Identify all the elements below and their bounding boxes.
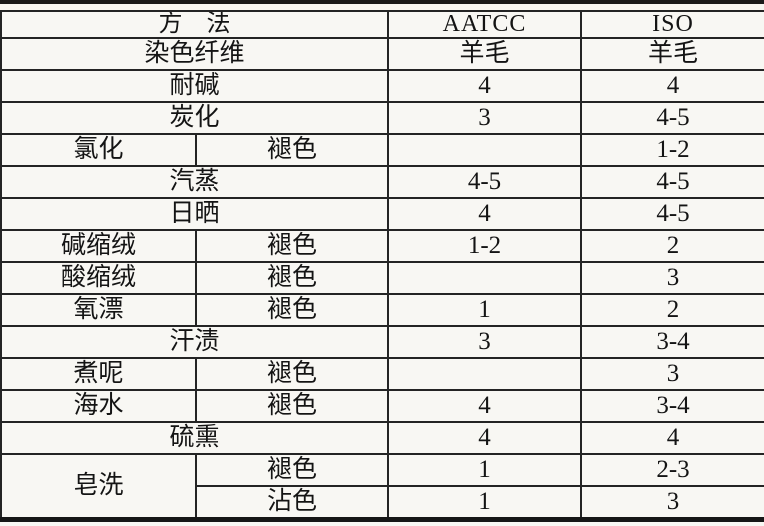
iso-value-cell: 2 [580, 229, 764, 263]
row-oxygen-bleach: 氧漂 褪色 1 2 [0, 292, 764, 327]
iso-value-cell: 3 [580, 484, 764, 521]
aatcc-value-cell: 4-5 [387, 165, 582, 200]
row-sunlight: 日晒 4 4-5 [0, 197, 764, 231]
row-crabbing: 煮呢 褪色 3 [0, 356, 764, 391]
aatcc-value-cell: 3 [387, 324, 582, 359]
method-cell: 日晒 [0, 197, 389, 231]
row-soaping-staining: 沾色 1 3 [1, 484, 764, 521]
row-seawater: 海水 褪色 4 3-4 [0, 388, 764, 423]
row-chlorination: 氯化 褪色 1-2 [0, 133, 764, 168]
method-cell: 碱缩绒 [0, 229, 197, 263]
method-cell: 汗渍 [0, 324, 389, 359]
method-cell: 酸缩绒 [0, 260, 197, 295]
aatcc-value-cell: 4 [387, 420, 582, 455]
iso-value-cell: 4 [580, 420, 764, 455]
iso-value-cell: 羊毛 [580, 37, 764, 72]
aatcc-value-cell [387, 356, 582, 391]
aatcc-value-cell: 4 [387, 197, 582, 231]
row-perspiration: 汗渍 3 3-4 [0, 324, 764, 359]
row-sulfur-fuming: 硫熏 4 4 [0, 420, 764, 455]
method-cell: 染色纤维 [0, 37, 389, 72]
header-method-cell: 方 法 [0, 9, 389, 40]
row-alkali-milling: 碱缩绒 褪色 1-2 2 [0, 229, 764, 263]
aatcc-value-cell: 4 [387, 69, 582, 104]
aatcc-value-cell: 1 [387, 292, 582, 327]
iso-value-cell: 4 [580, 69, 764, 104]
method-cell: 硫熏 [0, 420, 389, 455]
aatcc-value-cell: 3 [387, 101, 582, 136]
sub-cell: 沾色 [195, 484, 389, 521]
table-top-heavy-border [0, 0, 764, 4]
method-cell: 氧漂 [0, 292, 197, 327]
iso-value-cell: 4-5 [580, 197, 764, 231]
iso-value-cell: 2-3 [580, 452, 764, 487]
sub-cell: 褪色 [195, 229, 389, 263]
iso-value-cell: 3 [580, 260, 764, 295]
table-header-row: 方 法 AATCC ISO [0, 9, 764, 40]
iso-value-cell: 3-4 [580, 388, 764, 423]
row-steaming: 汽蒸 4-5 4-5 [0, 165, 764, 200]
aatcc-value-cell: 羊毛 [387, 37, 582, 72]
aatcc-value-cell: 1 [387, 484, 582, 521]
iso-value-cell: 4-5 [580, 165, 764, 200]
sub-cell: 褪色 [195, 260, 389, 295]
row-soaping-fading: 皂洗 褪色 1 2-3 [0, 452, 764, 521]
sub-cell: 褪色 [195, 452, 389, 487]
colorfastness-table: 方 法 AATCC ISO 染色纤维 羊毛 羊毛 耐碱 4 4 炭化 3 4-5… [0, 9, 764, 522]
method-cell: 汽蒸 [0, 165, 389, 200]
header-aatcc-cell: AATCC [387, 9, 582, 40]
iso-value-cell: 4-5 [580, 101, 764, 136]
method-cell: 耐碱 [0, 69, 389, 104]
method-cell: 氯化 [0, 133, 197, 168]
aatcc-value-cell: 4 [387, 388, 582, 423]
sub-cell: 褪色 [195, 388, 389, 423]
aatcc-value-cell [387, 133, 582, 168]
method-cell: 海水 [0, 388, 197, 423]
row-alkali-resistance: 耐碱 4 4 [0, 69, 764, 104]
row-acid-milling: 酸缩绒 褪色 3 [0, 260, 764, 295]
header-iso-cell: ISO [580, 9, 764, 40]
row-dyed-fiber: 染色纤维 羊毛 羊毛 [0, 37, 764, 72]
sub-cell: 褪色 [195, 292, 389, 327]
aatcc-value-cell: 1 [387, 452, 582, 487]
sub-cell: 褪色 [195, 133, 389, 168]
sub-cell: 褪色 [195, 356, 389, 391]
iso-value-cell: 3-4 [580, 324, 764, 359]
aatcc-value-cell: 1-2 [387, 229, 582, 263]
aatcc-value-cell [387, 260, 582, 295]
method-cell: 炭化 [0, 101, 389, 136]
iso-value-cell: 3 [580, 356, 764, 391]
iso-value-cell: 1-2 [580, 133, 764, 168]
method-cell: 皂洗 [0, 452, 197, 521]
iso-value-cell: 2 [580, 292, 764, 327]
method-cell: 煮呢 [0, 356, 197, 391]
row-carbonization: 炭化 3 4-5 [0, 101, 764, 136]
